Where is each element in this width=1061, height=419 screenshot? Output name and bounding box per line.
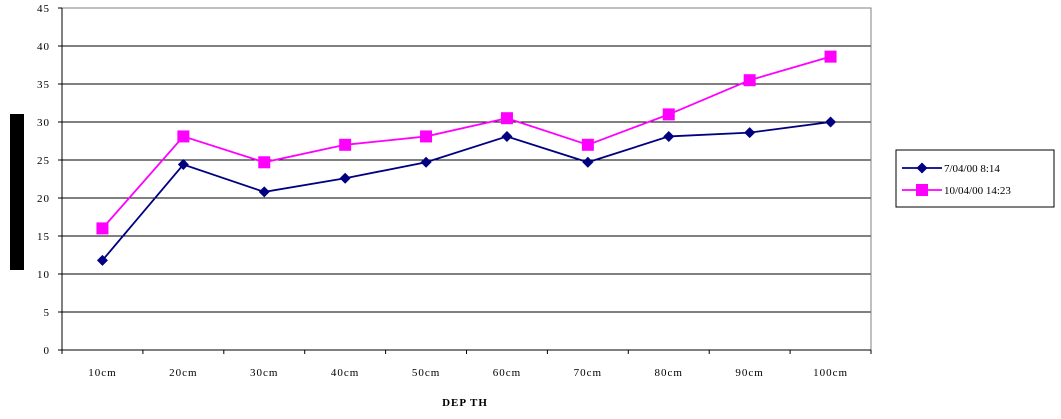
series-0-point-90cm bbox=[744, 127, 756, 139]
series-0-point-40cm bbox=[339, 172, 351, 184]
series-lines bbox=[101, 55, 831, 261]
x-tick-label-40cm: 40cm bbox=[331, 367, 359, 379]
x-tick-label-100cm: 100cm bbox=[813, 367, 848, 379]
series-0-point-10cm bbox=[96, 254, 108, 266]
y-tick-label-0: 0 bbox=[44, 345, 51, 357]
y-tick-label-5: 5 bbox=[44, 307, 51, 319]
series-0-point-20cm bbox=[177, 159, 189, 171]
x-tick-label-60cm: 60cm bbox=[493, 367, 521, 379]
axes bbox=[58, 7, 872, 354]
series-0-point-60cm bbox=[501, 130, 513, 142]
series-1-point-10cm bbox=[96, 222, 109, 235]
y-tick-labels: 0 5 10 15 20 25 30 35 40 45 bbox=[37, 3, 51, 357]
x-axis-title: DEP TH bbox=[442, 397, 488, 409]
legend-marker-1 bbox=[916, 184, 928, 196]
x-tick-label-50cm: 50cm bbox=[412, 367, 440, 379]
series-line-0 bbox=[101, 121, 831, 261]
y-tick-label-10: 10 bbox=[37, 269, 50, 281]
legend-label-0: 7/04/00 8:14 bbox=[944, 163, 1000, 175]
series-0-point-100cm bbox=[825, 116, 837, 128]
series-1-point-90cm bbox=[743, 74, 756, 87]
series-1-point-30cm bbox=[258, 156, 271, 169]
x-tick-label-80cm: 80cm bbox=[655, 367, 683, 379]
series-1-point-50cm bbox=[420, 130, 433, 143]
legend-label-1: 10/04/00 14:23 bbox=[944, 185, 1011, 197]
y-tick-label-40: 40 bbox=[37, 41, 50, 53]
series-0-point-50cm bbox=[420, 156, 432, 168]
legend-marker-0 bbox=[916, 162, 928, 174]
series-0-point-80cm bbox=[663, 130, 675, 142]
y-tick-label-35: 35 bbox=[37, 79, 50, 91]
x-tick-label-90cm: 90cm bbox=[735, 367, 763, 379]
y-tick-label-45: 45 bbox=[37, 3, 50, 15]
series-1-point-60cm bbox=[500, 112, 513, 125]
series-1-point-80cm bbox=[662, 108, 675, 121]
series-markers bbox=[96, 50, 837, 266]
x-tick-label-20cm: 20cm bbox=[169, 367, 197, 379]
x-tick-label-70cm: 70cm bbox=[574, 367, 602, 379]
y-tick-label-15: 15 bbox=[37, 231, 50, 243]
series-1-point-100cm bbox=[824, 50, 837, 63]
series-0-point-30cm bbox=[258, 186, 270, 198]
series-1-point-70cm bbox=[581, 138, 594, 151]
y-tick-label-30: 30 bbox=[37, 117, 50, 129]
y-tick-label-20: 20 bbox=[37, 193, 50, 205]
x-tick-labels: 10cm 20cm 30cm 40cm 50cm 60cm 70cm 80cm 90cm 100c… bbox=[88, 367, 848, 379]
x-tick-label-10cm: 10cm bbox=[88, 367, 116, 379]
series-1-point-20cm bbox=[177, 130, 190, 143]
legend-box bbox=[895, 149, 1055, 208]
x-tick-label-30cm: 30cm bbox=[250, 367, 278, 379]
legend: 7/04/00 8:14 10/04/00 14:23 bbox=[895, 149, 1055, 208]
y-tick-label-25: 25 bbox=[37, 155, 50, 167]
series-1-point-40cm bbox=[339, 138, 352, 151]
y-axis-label-block bbox=[10, 114, 24, 270]
series-line-1 bbox=[101, 55, 831, 229]
series-0-point-70cm bbox=[582, 156, 594, 168]
